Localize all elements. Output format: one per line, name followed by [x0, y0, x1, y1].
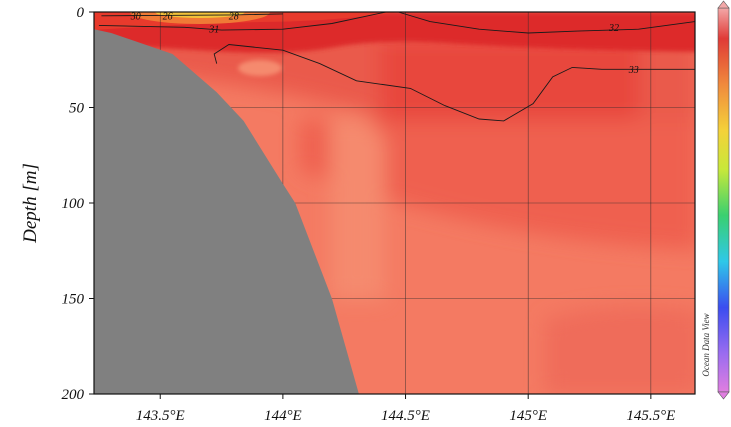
y-axis-title: Depth [m]	[20, 163, 41, 244]
x-tick-label-2: 144.5°E	[381, 408, 430, 424]
y-tick-label-2: 100	[62, 196, 85, 212]
colorbar-bottom-arrow	[717, 391, 730, 400]
x-tick-label-3: 145°E	[509, 408, 547, 424]
contour-label-26-1: 26	[163, 11, 173, 22]
bathymetry-land	[94, 29, 359, 394]
field-pale-lens	[238, 60, 282, 76]
x-tick-label-4: 145.5°E	[626, 408, 675, 424]
contour-line-31	[98, 12, 386, 31]
contour-label-33-5: 33	[628, 65, 639, 76]
contour-line-33	[213, 44, 695, 122]
contour-line-32	[398, 12, 695, 34]
x-axis-ticks: 143.5°E 144°E 144.5°E 145°E 145.5°E	[136, 394, 675, 424]
field-lower-band	[300, 120, 695, 250]
contour-label-32-4: 32	[608, 23, 619, 34]
y-tick-label-0: 0	[77, 5, 85, 21]
contour-label-30-0: 30	[130, 11, 141, 22]
y-axis-ticks: 0 50 100 150 200	[62, 5, 94, 403]
y-tick-label-4: 200	[62, 387, 85, 403]
field-lighter-column	[330, 117, 385, 300]
field-bottom-patch	[545, 306, 695, 394]
y-tick-label-1: 50	[69, 101, 85, 117]
colorbar-strip	[717, 7, 730, 393]
contour-label-28-2: 28	[229, 11, 239, 22]
x-tick-label-0: 143.5°E	[136, 408, 185, 424]
contour-label-31-3: 31	[208, 25, 219, 36]
watermark-text: Ocean Data View	[701, 313, 711, 376]
colorbar-top-arrow	[717, 0, 730, 9]
contour-lines	[98, 12, 695, 122]
x-tick-label-1: 144°E	[264, 408, 302, 424]
colorbar	[717, 0, 730, 400]
contour-labels: 30 26 28 31 32 33	[130, 11, 639, 76]
y-tick-label-3: 150	[62, 292, 85, 308]
contour-line-30	[101, 13, 283, 17]
